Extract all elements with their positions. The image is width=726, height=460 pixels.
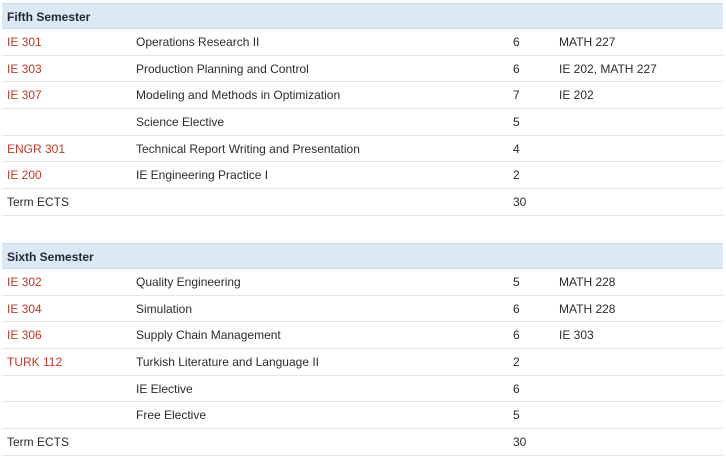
semester-title: Fifth Semester	[2, 3, 723, 29]
course-name: Modeling and Methods in Optimization	[136, 88, 341, 103]
course-ects: 6	[513, 328, 520, 343]
course-name: IE Elective	[136, 381, 193, 396]
course-row: IE 304 Simulation 6 MATH 228	[2, 296, 723, 323]
course-row: IE 200 IE Engineering Practice I 2	[2, 162, 723, 190]
course-row: IE 301 Operations Research II 6 MATH 227	[2, 29, 723, 56]
course-name: Simulation	[136, 301, 193, 316]
semester-table-fifth: Fifth Semester IE 301 Operations Researc…	[2, 3, 723, 216]
term-total-row: Term ECTS 30	[2, 429, 723, 456]
course-code-link[interactable]: IE 302	[7, 275, 42, 289]
course-ects: 6	[513, 381, 520, 396]
course-name: IE Engineering Practice I	[136, 168, 269, 183]
course-name: Science Elective	[136, 115, 225, 130]
term-ects-value: 30	[513, 435, 527, 450]
course-row: TURK 112 Turkish Literature and Language…	[2, 349, 723, 376]
course-ects: 6	[513, 61, 520, 76]
course-name: Free Elective	[136, 408, 207, 423]
term-ects-label: Term ECTS	[7, 435, 70, 450]
course-code-link[interactable]: IE 304	[7, 301, 42, 316]
course-name: Operations Research II	[136, 35, 260, 49]
semester-table-sixth: Sixth Semester IE 302 Quality Engineerin…	[2, 243, 723, 456]
course-row: IE 303 Production Planning and Control 6…	[2, 56, 723, 83]
course-ects: 5	[513, 275, 520, 289]
course-name: Technical Report Writing and Presentatio…	[136, 141, 360, 156]
term-total-row: Term ECTS 30	[2, 189, 723, 216]
course-prerequisite: MATH 228	[559, 275, 616, 289]
course-row: IE 306 Supply Chain Management 6 IE 303	[2, 322, 723, 350]
course-ects: 6	[513, 35, 520, 49]
course-prerequisite: MATH 227	[559, 35, 616, 49]
course-row: Free Elective 5	[2, 402, 723, 430]
course-code-link[interactable]: IE 307	[7, 88, 42, 103]
course-code-link[interactable]: IE 200	[7, 168, 42, 183]
course-name: Quality Engineering	[136, 275, 241, 289]
course-row: IE 302 Quality Engineering 5 MATH 228	[2, 269, 723, 296]
course-row: IE 307 Modeling and Methods in Optimizat…	[2, 82, 723, 110]
course-prerequisite: IE 202	[559, 88, 594, 103]
course-ects: 5	[513, 408, 520, 423]
course-code-link[interactable]: ENGR 301	[7, 141, 66, 156]
course-code-link[interactable]: IE 301	[7, 35, 42, 49]
course-prerequisite: MATH 228	[559, 301, 616, 316]
term-ects-label: Term ECTS	[7, 195, 70, 210]
course-prerequisite: IE 202, MATH 227	[559, 61, 657, 76]
course-row: Science Elective 5	[2, 109, 723, 136]
term-ects-value: 30	[513, 195, 527, 210]
course-row: ENGR 301 Technical Report Writing and Pr…	[2, 136, 723, 163]
course-code-link[interactable]: IE 303	[7, 61, 42, 76]
course-ects: 7	[513, 88, 520, 103]
course-ects: 4	[513, 141, 520, 156]
course-ects: 2	[513, 168, 520, 183]
course-ects: 5	[513, 115, 520, 130]
course-code-link[interactable]: IE 306	[7, 328, 42, 343]
course-name: Supply Chain Management	[136, 328, 281, 343]
course-ects: 2	[513, 355, 520, 370]
course-row: IE Elective 6	[2, 376, 723, 403]
course-code-link[interactable]: TURK 112	[7, 355, 63, 370]
course-name: Production Planning and Control	[136, 61, 309, 76]
semester-title: Sixth Semester	[2, 243, 723, 269]
course-name: Turkish Literature and Language II	[136, 355, 320, 370]
course-ects: 6	[513, 301, 520, 316]
course-prerequisite: IE 303	[559, 328, 594, 343]
